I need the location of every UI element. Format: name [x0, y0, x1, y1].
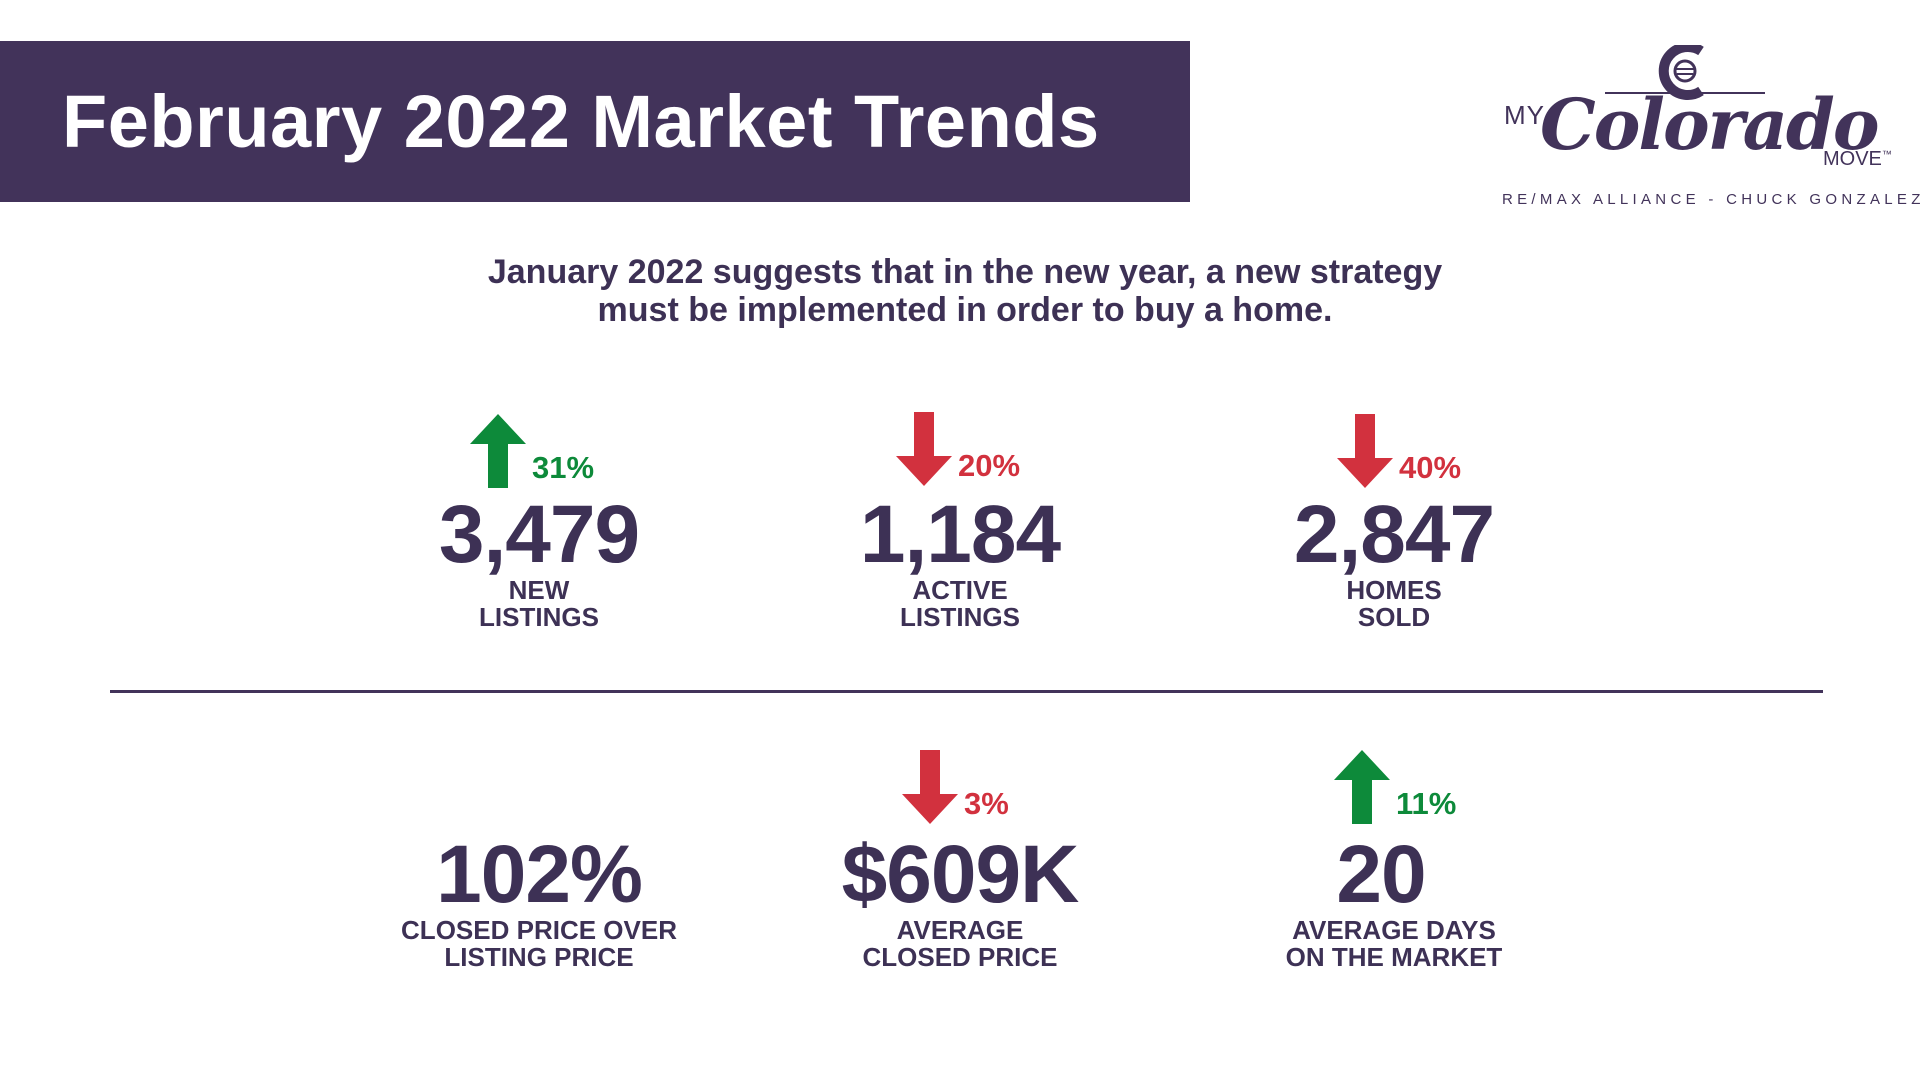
active-listings-value: 1,184 — [859, 489, 1061, 580]
new-listings-label-1: NEW — [508, 575, 570, 605]
homes-sold-value: 2,847 — [1293, 489, 1495, 580]
page-title: February 2022 Market Trends — [62, 80, 1100, 163]
avg-closed-price-label-2: CLOSED PRICE — [862, 942, 1058, 972]
active-listings-change-pct: 20% — [958, 448, 1021, 483]
avg-days-value: 20 — [1336, 829, 1426, 920]
homes-sold-change-pct: 40% — [1399, 450, 1462, 485]
avg-days-label-1: AVERAGE DAYS — [1292, 915, 1496, 945]
brand-logo: MY Colorado MOVE™ RE/MAX ALLIANCE - CHUC… — [1490, 45, 1920, 215]
stat-active-listings: 1,184 ACTIVE LISTINGS — [750, 493, 1170, 631]
arrow-down-icon — [896, 412, 952, 486]
new-listings-value: 3,479 — [438, 489, 640, 580]
logo-script-text: Colorado — [1540, 83, 1880, 166]
closed-over-list-label-1: CLOSED PRICE OVER — [401, 915, 677, 945]
subtitle: January 2022 suggests that in the new ye… — [0, 253, 1920, 329]
stat-closed-over-list: 102% CLOSED PRICE OVER LISTING PRICE — [329, 833, 749, 971]
homes-sold-change: 40% — [1337, 414, 1461, 488]
avg-closed-price-label-1: AVERAGE — [896, 915, 1024, 945]
avg-closed-price-value: $609K — [841, 829, 1080, 920]
avg-days-change: 11% — [1334, 750, 1456, 824]
arrow-down-icon — [902, 750, 958, 824]
stat-avg-closed-price: $609K AVERAGE CLOSED PRICE — [750, 833, 1170, 971]
arrow-down-icon — [1337, 414, 1393, 488]
avg-days-label-2: ON THE MARKET — [1285, 942, 1503, 972]
logo-move-text: MOVE™ — [1823, 148, 1892, 171]
avg-closed-price-change: 3% — [902, 750, 1009, 824]
logo-tm: ™ — [1881, 149, 1892, 161]
arrow-up-icon — [1334, 750, 1390, 824]
stat-new-listings: 3,479 NEW LISTINGS — [329, 493, 749, 631]
new-listings-change: 31% — [470, 414, 594, 488]
logo-my-text: MY — [1504, 100, 1545, 130]
active-listings-label-2: LISTINGS — [900, 602, 1020, 632]
homes-sold-label-1: HOMES — [1346, 575, 1442, 605]
stat-avg-days-on-market: 20 AVERAGE DAYS ON THE MARKET — [1184, 833, 1604, 971]
title-banner: February 2022 Market Trends — [0, 41, 1190, 202]
active-listings-label-1: ACTIVE — [912, 575, 1008, 605]
active-listings-change: 20% — [896, 412, 1020, 486]
arrow-up-icon — [470, 414, 526, 488]
logo-tagline: RE/MAX ALLIANCE - CHUCK GONZALEZ — [1502, 191, 1920, 208]
new-listings-change-pct: 31% — [532, 450, 595, 485]
subtitle-line-2: must be implemented in order to buy a ho… — [597, 291, 1333, 329]
new-listings-label-2: LISTINGS — [479, 602, 599, 632]
section-divider — [110, 690, 1823, 693]
homes-sold-label-2: SOLD — [1357, 602, 1431, 632]
subtitle-line-1: January 2022 suggests that in the new ye… — [487, 253, 1443, 291]
stat-homes-sold: 2,847 HOMES SOLD — [1184, 493, 1604, 631]
avg-days-change-pct: 11% — [1396, 786, 1457, 821]
logo-move-word: MOVE — [1823, 148, 1882, 170]
closed-over-list-value: 102% — [436, 829, 643, 920]
avg-closed-price-change-pct: 3% — [964, 786, 1009, 821]
closed-over-list-label-2: LISTING PRICE — [444, 942, 634, 972]
colorado-c-mark-icon — [1605, 45, 1765, 100]
